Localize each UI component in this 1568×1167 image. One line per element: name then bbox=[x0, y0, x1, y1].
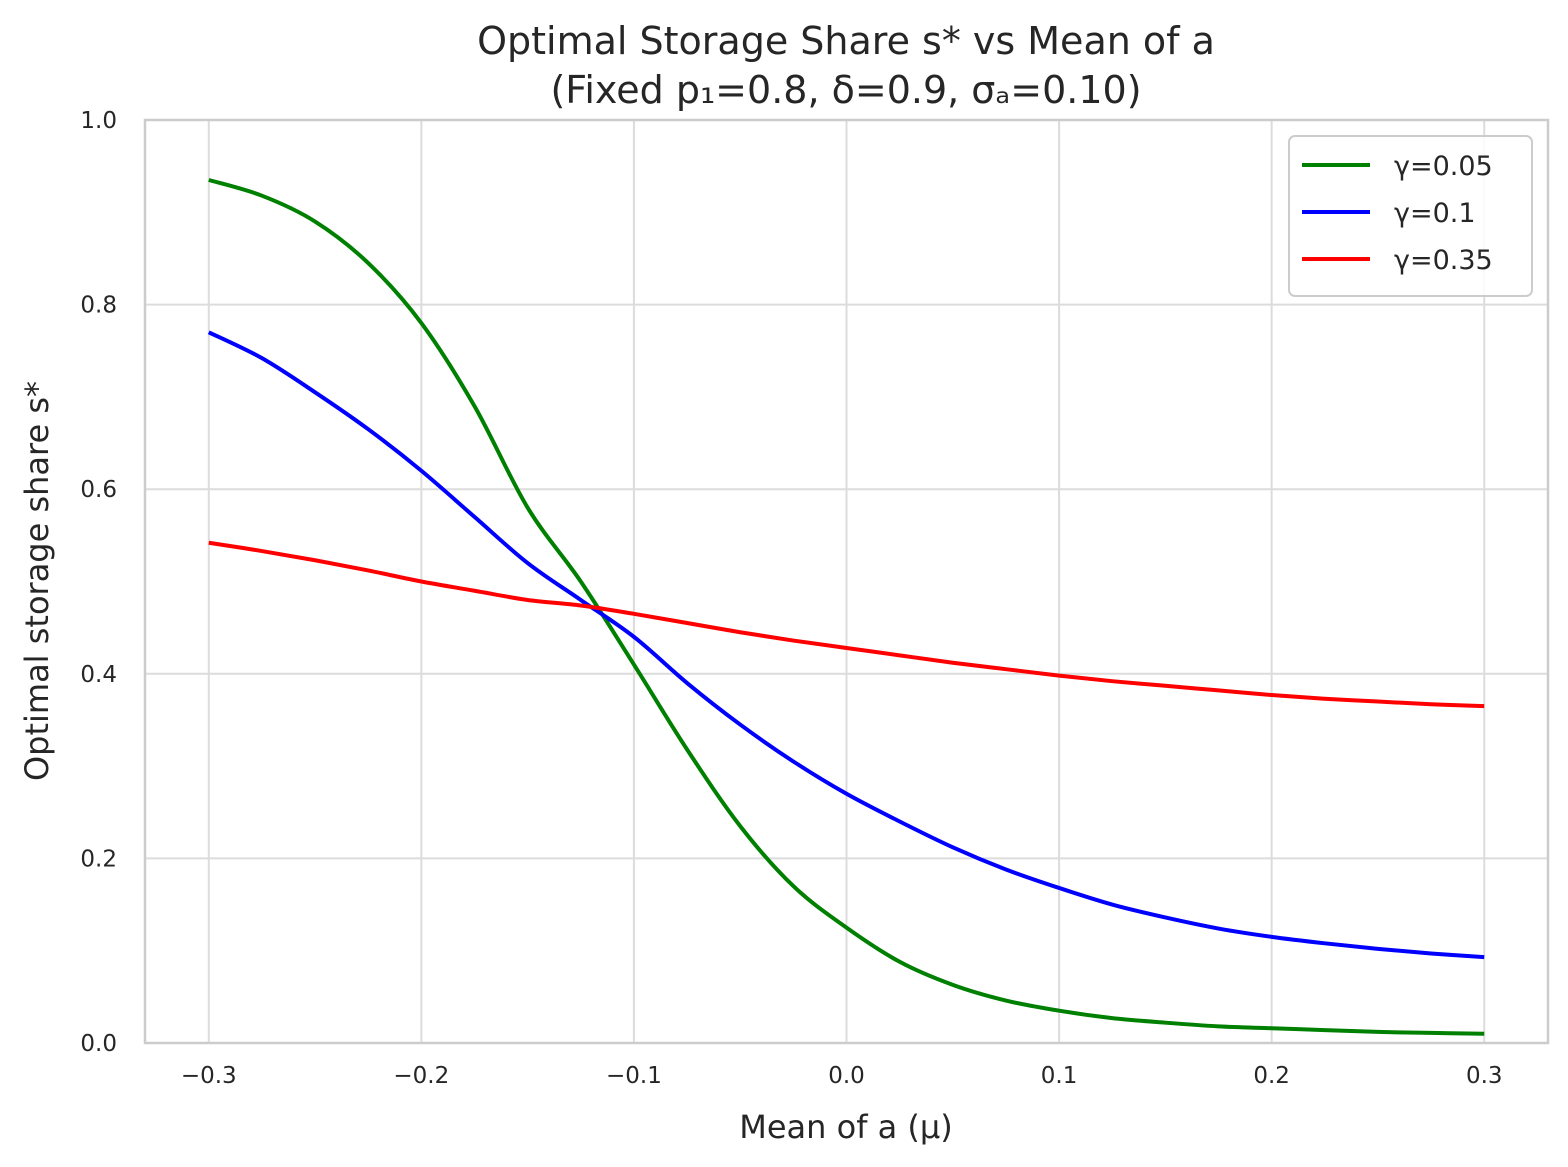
x-tick-label: 0.2 bbox=[1253, 1063, 1290, 1089]
legend-label-1: γ=0.1 bbox=[1394, 198, 1476, 229]
tick-labels: −0.3 −0.2 −0.1 0.0 0.1 0.2 0.3 0.0 0.2 0.4 0.6 0.8 1… bbox=[80, 108, 1502, 1089]
chart-subtitle: (Fixed p₁=0.8, δ=0.9, σₐ=0.10) bbox=[550, 68, 1141, 112]
plot-frame bbox=[143, 118, 1550, 1045]
x-tick-label: −0.2 bbox=[393, 1063, 449, 1089]
y-tick-label: 0.0 bbox=[80, 1031, 117, 1057]
chart-title: Optimal Storage Share s* vs Mean of a bbox=[477, 19, 1215, 63]
x-tick-label: 0.0 bbox=[828, 1063, 865, 1089]
series-line-1 bbox=[207, 330, 1485, 960]
x-tick-label: 0.1 bbox=[1041, 1063, 1078, 1089]
x-tick-label: −0.3 bbox=[181, 1063, 237, 1089]
y-tick-label: 0.6 bbox=[80, 477, 117, 503]
y-tick-label: 0.8 bbox=[80, 293, 117, 319]
x-tick-label: −0.1 bbox=[606, 1063, 662, 1089]
series-lines bbox=[207, 178, 1485, 1036]
legend: γ=0.05 γ=0.1 γ=0.35 bbox=[1288, 135, 1533, 297]
series-line-2 bbox=[208, 540, 1485, 709]
legend-box bbox=[1288, 135, 1533, 297]
legend-label-2: γ=0.35 bbox=[1394, 245, 1493, 276]
series-line-0 bbox=[208, 178, 1485, 1036]
x-axis-label: Mean of a (μ) bbox=[739, 1108, 952, 1146]
y-axis-label: Optimal storage share s* bbox=[18, 381, 56, 781]
y-tick-label: 0.2 bbox=[80, 846, 117, 872]
grid-lines bbox=[145, 120, 1548, 1043]
legend-label-0: γ=0.05 bbox=[1394, 151, 1493, 182]
y-tick-label: 0.4 bbox=[80, 662, 117, 688]
y-tick-label: 1.0 bbox=[80, 108, 117, 134]
x-tick-label: 0.3 bbox=[1466, 1063, 1503, 1089]
